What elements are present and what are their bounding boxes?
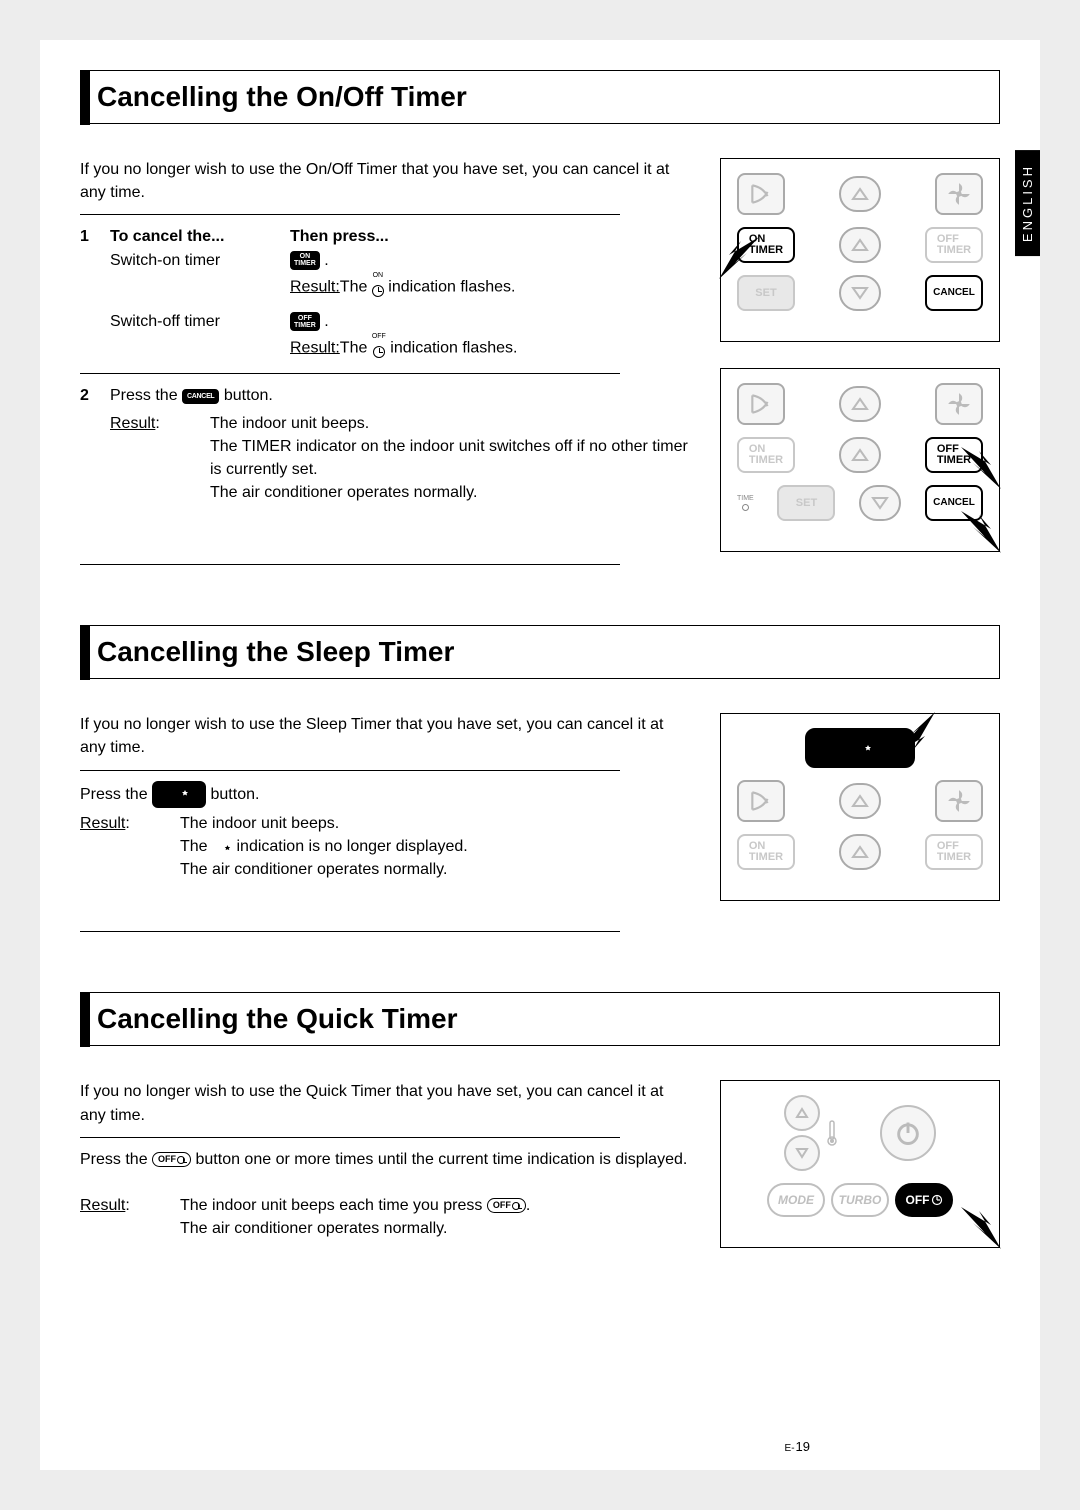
row2-action: OFFTIMER . Result:The OFF indication fla…	[290, 302, 690, 363]
on-timer-button-3[interactable]: ON TIMER	[737, 834, 795, 870]
step2-result-label: Result	[110, 415, 155, 432]
quick-result-label: Result	[80, 1197, 125, 1214]
section-title-quick: Cancelling the Quick Timer	[80, 992, 1000, 1046]
temp-down-button[interactable]	[784, 1135, 820, 1171]
off-timer-button[interactable]: OFF TIMER	[925, 227, 983, 263]
off-quick-button[interactable]: OFF	[895, 1183, 953, 1217]
cursor-arrow-icon-4	[889, 708, 939, 758]
cursor-arrow-icon-5	[955, 1203, 1005, 1253]
row2-label: Switch-off timer	[110, 302, 290, 363]
row1-label: Switch-on timer	[110, 249, 290, 302]
up-button[interactable]	[839, 176, 881, 212]
swing-button[interactable]	[737, 173, 785, 215]
up-button-6[interactable]	[839, 834, 881, 870]
sleep-result-text: The indoor unit beeps. The indication is…	[180, 812, 690, 882]
quick-result-text: The indoor unit beeps each time you pres…	[180, 1194, 690, 1240]
col1-header: To cancel the...	[110, 225, 290, 248]
sleep-result-label: Result	[80, 815, 125, 832]
off-oval-icon-2: OFF	[487, 1198, 526, 1213]
off-oval-icon: OFF	[152, 1152, 191, 1167]
fan-button[interactable]	[935, 173, 983, 215]
row1-action: ONTIMER . Result:The ON indication flash…	[290, 249, 690, 302]
remote-panel-3: ON TIMER OFF TIMER	[720, 713, 1000, 901]
cursor-arrow-icon-3	[955, 507, 1005, 557]
language-tab: ENGLISH	[1015, 150, 1040, 256]
on-timer-button-2[interactable]: ON TIMER	[737, 437, 795, 473]
step-number-1: 1	[80, 225, 110, 248]
up-button-2[interactable]	[839, 227, 881, 263]
remote-panel-1: ON TIMER OFF TIMER SET CANCEL	[720, 158, 1000, 342]
cancel-chip-icon: CANCEL	[182, 389, 219, 404]
step2-instruction: Press the CANCEL button.	[110, 384, 690, 407]
down-button-2[interactable]	[859, 485, 901, 521]
down-button[interactable]	[839, 275, 881, 311]
step2-result-text: The indoor unit beeps. The TIMER indicat…	[210, 412, 690, 505]
up-button-4[interactable]	[839, 437, 881, 473]
swing-button-3[interactable]	[737, 780, 785, 822]
quick-step: Press the OFF button one or more times u…	[80, 1148, 690, 1171]
up-button-3[interactable]	[839, 386, 881, 422]
turbo-button[interactable]: TURBO	[831, 1183, 889, 1217]
off-timer-button-3[interactable]: OFF TIMER	[925, 834, 983, 870]
sleep-step: Press the button.	[80, 781, 690, 808]
sleep-chip-icon	[152, 781, 206, 808]
col2-header: Then press...	[290, 225, 690, 248]
time-indicator: TIME	[737, 495, 754, 511]
fan-button-3[interactable]	[935, 780, 983, 822]
onoff-intro: If you no longer wish to use the On/Off …	[80, 158, 690, 204]
swing-button-2[interactable]	[737, 383, 785, 425]
clock-on-icon	[372, 285, 384, 297]
clock-off-icon	[373, 346, 385, 358]
remote-panel-2: ON TIMER OFF TIMER TIME SET CANCEL	[720, 368, 1000, 552]
set-button-2[interactable]: SET	[777, 485, 835, 521]
mode-button[interactable]: MODE	[767, 1183, 825, 1217]
off-timer-chip-icon: OFFTIMER	[290, 312, 320, 331]
cancel-button[interactable]: CANCEL	[925, 275, 983, 311]
remote-panel-4: MODE TURBO OFF	[720, 1080, 1000, 1248]
thermometer-icon	[826, 1119, 838, 1147]
section-title-sleep: Cancelling the Sleep Timer	[80, 625, 1000, 679]
power-button[interactable]	[880, 1105, 936, 1161]
temp-up-button[interactable]	[784, 1095, 820, 1131]
cursor-arrow-icon	[715, 233, 765, 283]
section-title-onoff: Cancelling the On/Off Timer	[80, 70, 1000, 124]
up-button-5[interactable]	[839, 783, 881, 819]
quick-intro: If you no longer wish to use the Quick T…	[80, 1080, 690, 1126]
sleep-intro: If you no longer wish to use the Sleep T…	[80, 713, 690, 759]
fan-button-2[interactable]	[935, 383, 983, 425]
step-number-2: 2	[80, 384, 110, 407]
on-timer-chip-icon: ONTIMER	[290, 251, 320, 270]
cursor-arrow-icon-2	[955, 443, 1005, 493]
page-number: E-19	[785, 1439, 810, 1454]
